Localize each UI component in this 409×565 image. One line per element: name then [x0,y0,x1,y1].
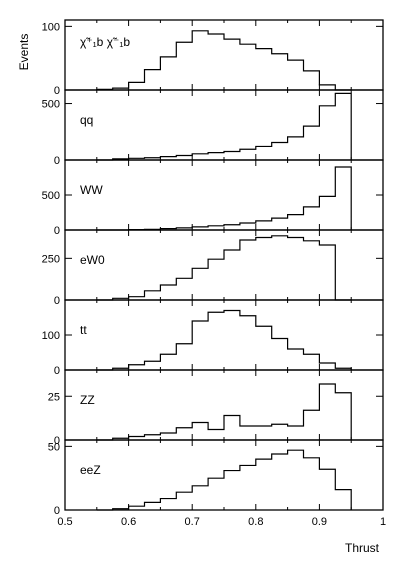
histogram-series [96,235,352,301]
y-tick-label: 50 [48,441,60,453]
y-tick-label: 250 [42,253,60,265]
y-tick-label: 100 [42,330,60,342]
histogram-series [96,309,352,371]
x-tick-label: 0.5 [57,516,72,528]
panel-1: 0 100 χ̃⁺₁b χ̃⁻₁b [42,19,384,97]
y-tick-label: 0 [54,85,60,97]
y-tick-label: 100 [42,21,60,33]
histogram-series [96,383,352,441]
histogram-series [96,166,352,231]
y-tick-label: 500 [42,99,60,111]
y-tick-label: 0 [54,505,60,517]
y-tick-label: 25 [48,391,60,403]
panel-5: 0 100 tt [42,299,384,377]
x-tick-label: 0.8 [248,516,263,528]
panel-7: 0 50 eeZ [48,439,384,517]
panel-label: χ̃⁺₁b χ̃⁻₁b [80,35,130,49]
panel-frame [64,19,384,91]
x-tick-label: 0.6 [121,516,136,528]
y-tick-label: 0 [54,435,60,447]
panel-label: qq [80,113,93,127]
panel-label: WW [80,183,103,197]
panel-3: 0 500 WW [42,159,384,237]
panel-2: 0 500 qq [42,89,384,167]
y-tick-label: 0 [54,155,60,167]
x-tick-label: 1 [380,516,386,528]
x-axis-title: Thrust [345,541,380,555]
y-tick-label: 0 [54,295,60,307]
y-tick-label: 500 [42,190,60,202]
panel-label: eW0 [80,253,105,267]
y-tick-label: 0 [54,365,60,377]
histogram-series [96,30,352,91]
panel-label: tt [80,323,87,337]
x-tick-label: 0.7 [185,516,200,528]
panel-6: 0 25 ZZ [48,369,384,447]
histogram-series [96,449,352,511]
y-axis-title: Events [17,34,31,71]
panel-label: ZZ [80,393,95,407]
x-tick-label: 0.9 [312,516,327,528]
panel-label: eeZ [80,463,101,477]
histogram-series [96,92,352,161]
panel-4: 0 250 eW0 [42,229,384,307]
y-tick-label: 0 [54,225,60,237]
